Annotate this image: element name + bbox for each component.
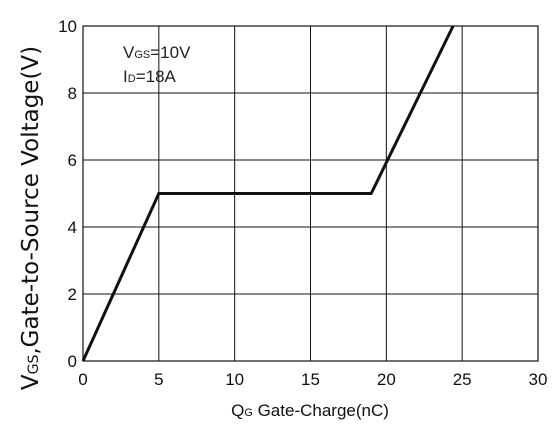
x-axis-label: QG Gate-Charge(nC) <box>231 401 389 420</box>
y-tick-label: 2 <box>68 285 77 304</box>
x-tick-label: 5 <box>154 370 163 389</box>
y-tick-label: 0 <box>68 352 77 371</box>
x-tick-label: 10 <box>225 370 244 389</box>
series-line <box>81 25 455 362</box>
x-tick-label: 20 <box>377 370 396 389</box>
y-tick-labels: 0 2 4 6 8 10 <box>58 17 77 371</box>
y-tick-label: 6 <box>68 151 77 170</box>
x-tick-label: 15 <box>301 370 320 389</box>
plot-frame <box>82 25 539 362</box>
y-axis-label: VGS,Gate-to-Source Voltage(V) <box>18 46 44 390</box>
y-tick-label: 4 <box>68 218 77 237</box>
x-tick-label: 30 <box>529 370 548 389</box>
x-tick-label: 25 <box>453 370 472 389</box>
x-tick-labels: 0 5 10 15 20 25 30 <box>78 370 547 389</box>
annotation-id: ID=18A <box>123 67 177 86</box>
x-tick-label: 0 <box>78 370 87 389</box>
y-tick-label: 8 <box>68 84 77 103</box>
annotation-vgs: VGS=10V <box>123 43 191 62</box>
y-tick-label: 10 <box>58 17 77 36</box>
